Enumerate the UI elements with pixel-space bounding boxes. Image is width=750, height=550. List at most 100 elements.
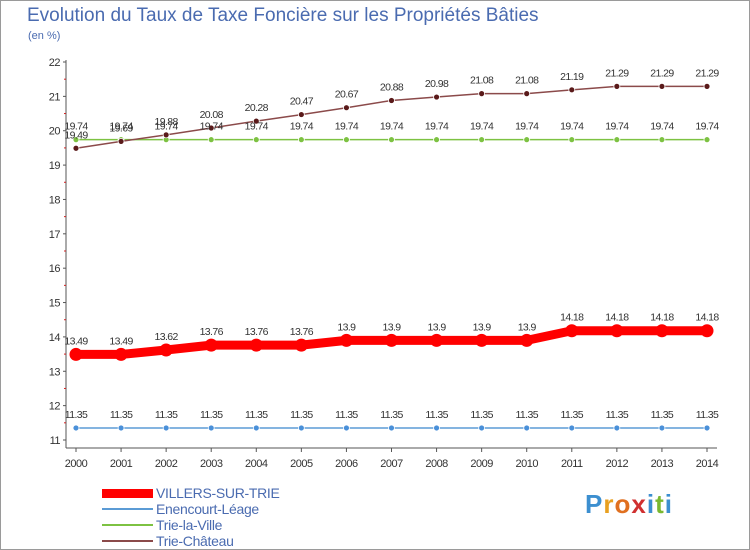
- data-label-trie-chateau: 20.88: [380, 81, 404, 93]
- data-point-enencourt-leage: [162, 424, 170, 432]
- logo-letter: r: [603, 489, 615, 519]
- data-label-villers-sur-trie: 13.76: [200, 326, 224, 338]
- data-point-trie-chateau: [207, 124, 215, 132]
- legend-swatch: [102, 488, 153, 498]
- data-label-enencourt-leage: 11.35: [155, 409, 178, 421]
- data-label-trie-chateau: 19.49: [64, 129, 88, 141]
- data-point-enencourt-leage: [658, 424, 666, 432]
- data-point-enencourt-leage: [568, 424, 576, 432]
- data-label-trie-la-ville: 19.74: [155, 121, 179, 133]
- data-point-villers-sur-trie: [69, 347, 83, 361]
- logo-letter: t: [655, 489, 665, 519]
- y-tick-label: 22: [49, 57, 61, 69]
- x-tick-label: 2012: [606, 458, 629, 470]
- data-label-enencourt-leage: 11.35: [65, 409, 88, 421]
- y-tick-label: 14: [49, 332, 61, 344]
- data-point-trie-chateau: [252, 117, 260, 125]
- data-label-enencourt-leage: 11.35: [425, 409, 448, 421]
- data-label-trie-la-ville: 19.74: [64, 121, 88, 133]
- logo-letter: x: [631, 489, 647, 519]
- proxiti-logo: Proxiti: [585, 489, 673, 520]
- data-point-trie-chateau: [568, 86, 576, 94]
- data-point-villers-sur-trie: [700, 324, 714, 338]
- legend-swatch: [102, 508, 153, 510]
- logo-letter: i: [664, 489, 673, 519]
- y-tick-label: 15: [49, 298, 61, 310]
- legend-label: Trie-Château: [156, 533, 234, 549]
- data-label-trie-la-ville: 19.74: [380, 121, 404, 133]
- data-label-enencourt-leage: 11.35: [696, 409, 719, 421]
- y-tick-label: 17: [49, 229, 61, 241]
- y-tick-label: 21: [49, 91, 61, 103]
- data-point-trie-chateau: [343, 104, 350, 112]
- data-point-trie-chateau: [658, 82, 666, 90]
- x-tick-label: 2002: [155, 458, 178, 470]
- data-label-trie-chateau: 20.98: [425, 78, 449, 90]
- data-point-trie-la-ville: [297, 136, 305, 144]
- data-point-villers-sur-trie: [565, 324, 579, 338]
- data-label-enencourt-leage: 11.35: [380, 409, 403, 421]
- legend-label: Enencourt-Léage: [156, 501, 259, 517]
- data-point-villers-sur-trie: [114, 347, 128, 361]
- data-label-trie-la-ville: 19.74: [245, 121, 269, 133]
- data-point-trie-la-ville: [523, 136, 531, 144]
- data-point-enencourt-leage: [297, 424, 305, 432]
- data-point-villers-sur-trie: [520, 333, 534, 347]
- data-label-enencourt-leage: 11.35: [606, 409, 629, 421]
- data-point-villers-sur-trie: [249, 338, 263, 352]
- data-point-trie-la-ville: [72, 136, 80, 144]
- x-tick-label: 2007: [380, 458, 403, 470]
- legend-label: VILLERS-SUR-TRIE: [156, 485, 280, 501]
- data-label-villers-sur-trie: 13.9: [382, 321, 401, 333]
- data-label-enencourt-leage: 11.35: [200, 409, 223, 421]
- data-label-enencourt-leage: 11.35: [470, 409, 493, 421]
- data-label-trie-chateau: 20.28: [245, 102, 269, 114]
- data-label-trie-la-ville: 19.74: [650, 121, 674, 133]
- x-tick-label: 2013: [651, 458, 674, 470]
- data-label-trie-chateau: 19.88: [155, 116, 179, 128]
- logo-letter: o: [614, 489, 632, 519]
- data-label-trie-chateau: 21.08: [515, 75, 539, 87]
- data-point-trie-chateau: [297, 111, 305, 118]
- data-label-villers-sur-trie: 13.49: [64, 335, 88, 347]
- chart-subtitle: (en %): [28, 30, 61, 42]
- data-label-villers-sur-trie: 13.9: [518, 321, 537, 333]
- y-tick-label: 11: [50, 435, 61, 447]
- data-label-trie-chateau: 21.19: [560, 71, 584, 83]
- y-tick-label: 19: [49, 160, 61, 172]
- data-point-trie-la-ville: [252, 136, 260, 144]
- data-point-enencourt-leage: [388, 424, 395, 432]
- data-label-trie-la-ville: 19.74: [515, 121, 539, 133]
- data-point-trie-la-ville: [478, 136, 486, 144]
- data-point-villers-sur-trie: [294, 338, 308, 352]
- data-label-trie-la-ville: 19.74: [200, 121, 224, 133]
- data-point-villers-sur-trie: [430, 333, 444, 347]
- data-point-villers-sur-trie: [655, 324, 669, 338]
- data-label-villers-sur-trie: 14.18: [650, 312, 674, 324]
- data-point-trie-chateau: [613, 82, 621, 90]
- data-label-villers-sur-trie: 13.62: [155, 331, 179, 343]
- y-tick-label: 16: [49, 263, 61, 275]
- x-tick-label: 2011: [561, 458, 583, 470]
- data-label-enencourt-leage: 11.35: [515, 409, 538, 421]
- x-tick-label: 2003: [200, 458, 223, 470]
- data-point-enencourt-leage: [613, 424, 621, 432]
- x-tick-label: 2010: [515, 458, 538, 470]
- data-point-trie-la-ville: [433, 136, 440, 144]
- data-label-trie-chateau: 20.47: [290, 96, 314, 108]
- x-tick-label: 2006: [335, 458, 358, 470]
- data-label-trie-la-ville: 19.74: [109, 121, 133, 133]
- data-label-trie-chateau: 21.29: [650, 67, 674, 79]
- x-tick-label: 2014: [696, 458, 719, 470]
- data-point-villers-sur-trie: [339, 333, 353, 347]
- data-point-enencourt-leage: [72, 424, 80, 432]
- data-point-trie-chateau: [433, 93, 440, 101]
- y-tick-label: 20: [49, 126, 61, 138]
- data-point-enencourt-leage: [703, 424, 711, 432]
- data-point-trie-chateau: [523, 90, 531, 98]
- data-label-villers-sur-trie: 13.9: [428, 321, 447, 333]
- data-point-enencourt-leage: [343, 424, 350, 432]
- data-point-trie-chateau: [388, 97, 395, 104]
- data-label-trie-chateau: 20.08: [200, 109, 224, 121]
